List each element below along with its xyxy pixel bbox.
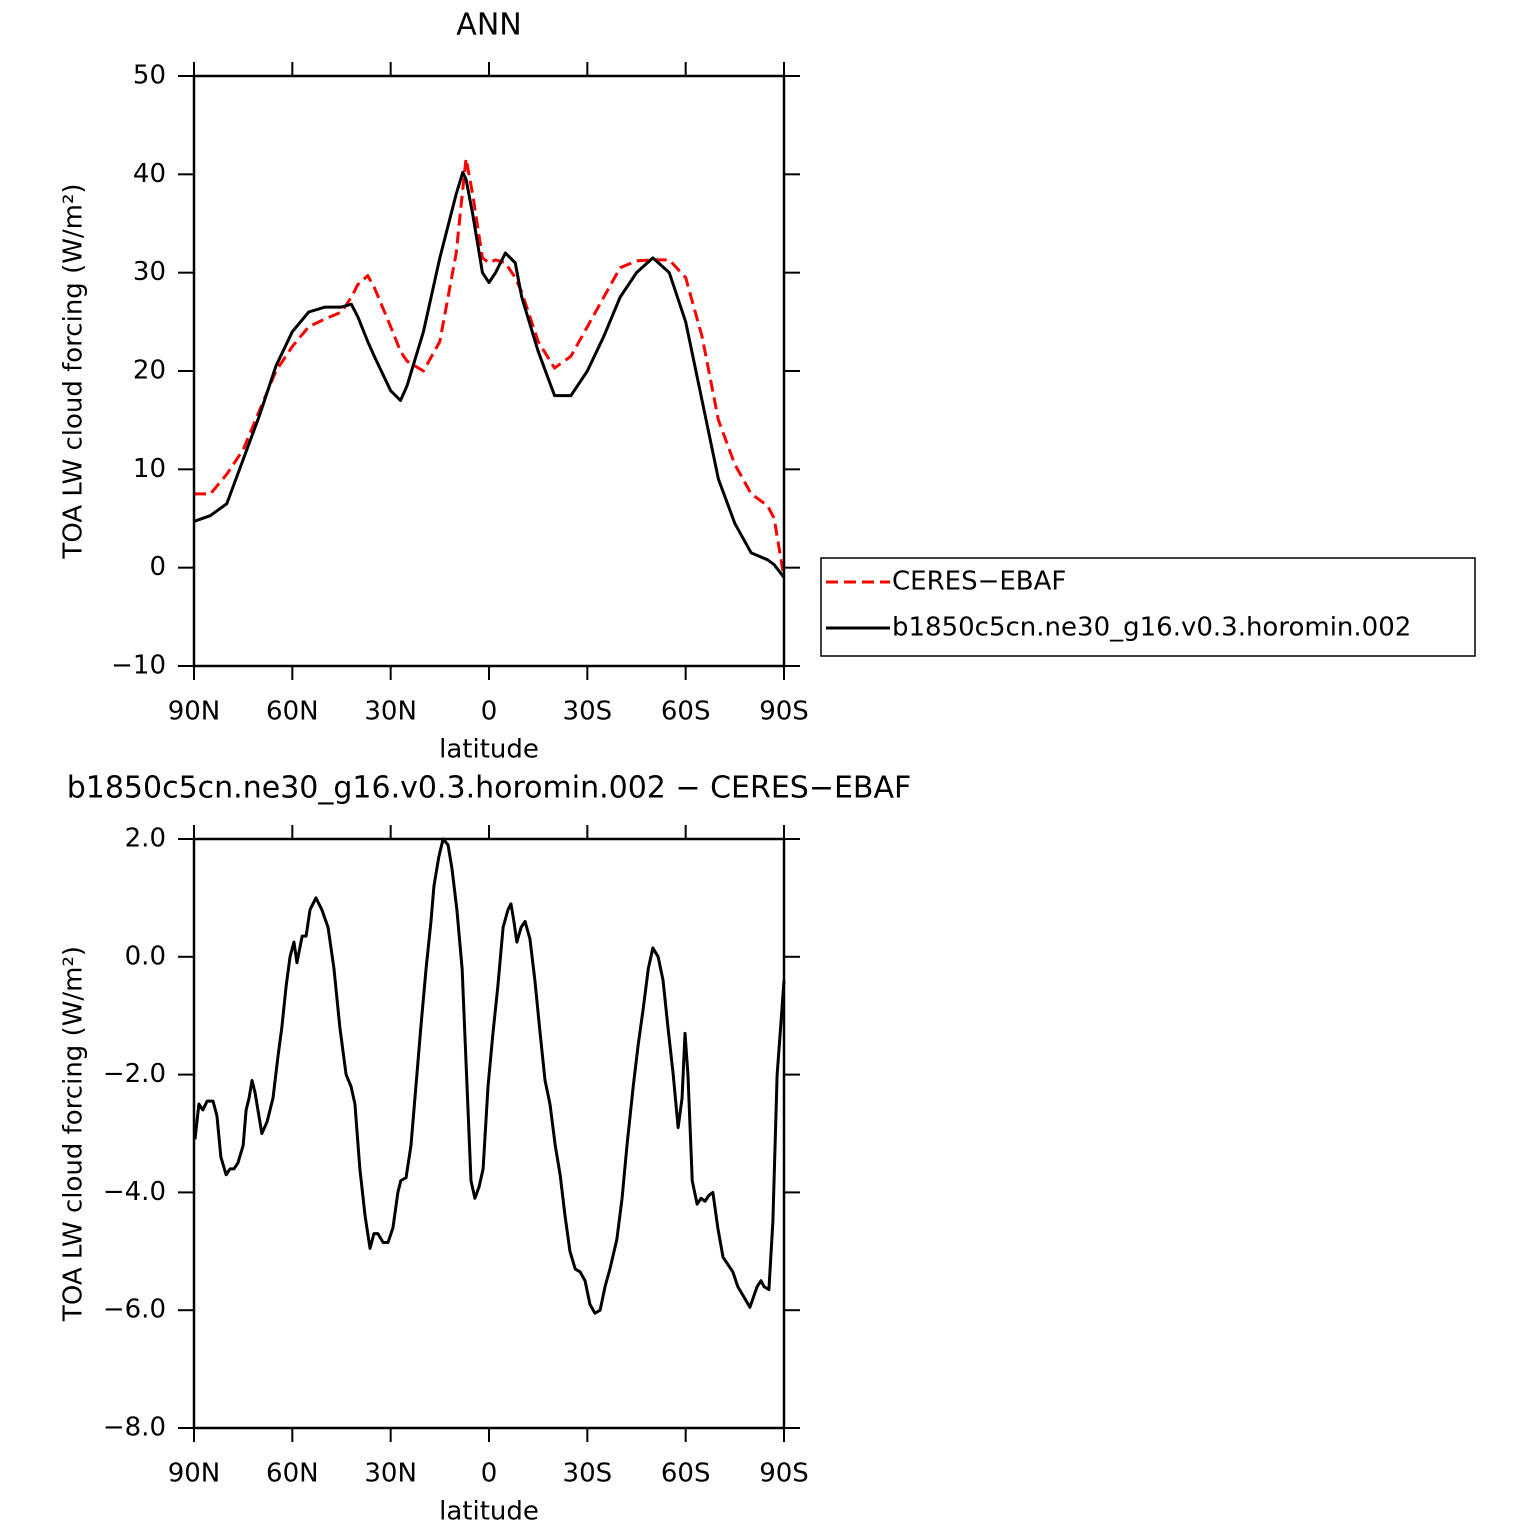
x-tick-label: 60N <box>266 697 319 727</box>
legend-box <box>820 557 1476 657</box>
y-axis-label: TOA LW cloud forcing (W/m²) <box>59 946 89 1322</box>
x-axis-label: latitude <box>439 1497 539 1527</box>
x-tick-label: 30N <box>364 697 417 727</box>
data-line <box>193 170 786 579</box>
x-tick-label: 60N <box>266 1459 319 1489</box>
x-tick-label: 90S <box>759 697 809 727</box>
chart-title: b1850c5cn.ne30_g16.v0.3.horomin.002 − CE… <box>67 771 912 806</box>
y-tick-label: 30 <box>133 257 166 287</box>
plot-frame <box>192 837 786 1430</box>
x-axis-label: latitude <box>439 735 539 765</box>
y-axis-label: TOA LW cloud forcing (W/m²) <box>59 183 89 559</box>
y-tick-label: −8.0 <box>103 1413 166 1443</box>
y-tick-label: −4.0 <box>103 1177 166 1207</box>
x-tick-label: 90N <box>168 697 221 727</box>
chart-panel: ANN latitude TOA LW cloud forcing (W/m²) −1… <box>59 8 1476 765</box>
y-tick-label: 2.0 <box>125 824 166 854</box>
y-tick-label: 0 <box>149 552 166 582</box>
x-tick-label: 0 <box>481 697 498 727</box>
y-tick-label: 10 <box>133 454 166 484</box>
y-tick-label: −2.0 <box>103 1059 166 1089</box>
plot-frame <box>192 74 786 668</box>
data-line <box>194 157 786 578</box>
chart-panel: b1850c5cn.ne30_g16.v0.3.horomin.002 − CE… <box>59 771 912 1527</box>
x-tick-label: 90S <box>759 1459 809 1489</box>
x-tick-label: 30N <box>364 1459 417 1489</box>
y-tick-label: −6.0 <box>103 1295 166 1325</box>
x-tick-label: 60S <box>661 697 711 727</box>
y-tick-label: 40 <box>133 159 166 189</box>
data-line <box>193 837 786 1315</box>
x-tick-label: 30S <box>563 1459 613 1489</box>
y-tick-label: 0.0 <box>125 941 166 971</box>
y-tick-label: 50 <box>133 61 166 91</box>
legend-label: b1850c5cn.ne30_g16.v0.3.horomin.002 <box>892 613 1411 643</box>
x-tick-label: 90N <box>168 1459 221 1489</box>
y-tick-label: −10 <box>111 651 166 681</box>
y-tick-label: 20 <box>133 356 166 386</box>
x-tick-label: 60S <box>661 1459 711 1489</box>
x-tick-label: 0 <box>481 1459 498 1489</box>
chart-title: ANN <box>456 8 521 43</box>
x-tick-label: 30S <box>563 697 613 727</box>
legend-label: CERES−EBAF <box>892 567 1066 597</box>
